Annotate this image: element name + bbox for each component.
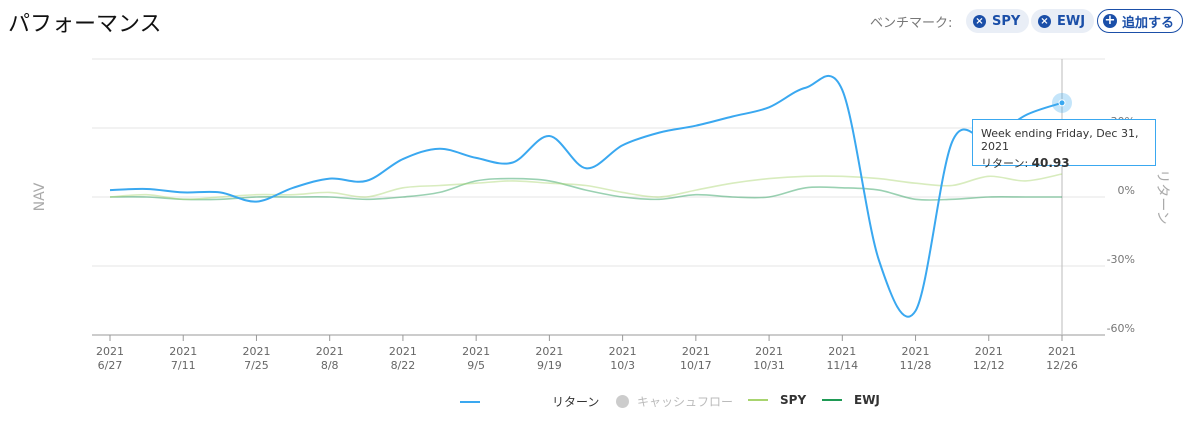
- y-tick-label: -30%: [1107, 253, 1135, 266]
- tooltip-title: Week ending Friday, Dec 31, 2021: [981, 127, 1139, 153]
- x-tick-label: 2021 6/27: [96, 345, 124, 372]
- x-tick-label: 2021 12/26: [1046, 345, 1078, 372]
- line-series: [109, 173, 1063, 201]
- benchmark-label: ベンチマーク:: [870, 16, 953, 31]
- legend-item[interactable]: EWJ: [822, 393, 880, 407]
- x-tick-label: 2021 10/31: [753, 345, 785, 372]
- x-tick-label: 2021 8/8: [315, 345, 344, 372]
- x-tick-label: 2021 11/28: [899, 345, 932, 372]
- page-title: パフォーマンス: [8, 12, 162, 37]
- remove-icon: ×: [1038, 14, 1051, 28]
- x-tick-label: 2021 10/17: [679, 345, 712, 372]
- x-tick-label: 2021 9/5: [462, 345, 491, 372]
- legend-swatch: [460, 400, 480, 403]
- tooltip-value: 40.93: [1031, 156, 1070, 170]
- line-series: [109, 75, 1063, 318]
- x-tick-label: 2021 9/19: [535, 345, 564, 372]
- line-series: [109, 177, 1062, 201]
- benchmark-chip[interactable]: × SPY: [966, 9, 1030, 33]
- legend-label: EWJ: [854, 393, 880, 407]
- y-tick-label: 0%: [1118, 184, 1135, 197]
- benchmark-chip[interactable]: × EWJ: [1031, 9, 1095, 33]
- y-axis-label-left: NAV: [32, 182, 48, 211]
- legend-swatch: [748, 399, 768, 401]
- hover-point: [1058, 99, 1066, 107]
- legend-label: リターン: [552, 395, 600, 409]
- tooltip: Week ending Friday, Dec 31, 2021 リターン: 4…: [972, 119, 1156, 170]
- x-tick-label: 2021 10/3: [608, 345, 637, 372]
- legend-item[interactable]: SPY: [748, 393, 806, 407]
- legend-item[interactable]: リターン: [460, 393, 599, 410]
- x-tick-label: 2021 8/22: [388, 345, 417, 372]
- y-axis-label-right: リターン: [1154, 169, 1170, 224]
- add-icon: +: [1103, 13, 1117, 28]
- add-button[interactable]: + 追加する: [1097, 9, 1184, 33]
- chip-label: EWJ: [1057, 13, 1086, 29]
- remove-icon: ×: [973, 14, 986, 28]
- legend-swatch: [616, 395, 629, 408]
- x-tick-label: 2021 11/14: [826, 345, 859, 372]
- x-tick-label: 2021 12/12: [972, 345, 1005, 372]
- tooltip-label: リターン:: [981, 157, 1029, 170]
- y-tick-label: -60%: [1107, 322, 1135, 335]
- x-tick-label: 2021 7/25: [242, 345, 271, 372]
- legend-label: SPY: [780, 393, 807, 407]
- legend-swatch: [822, 399, 842, 401]
- x-tick-label: 2021 7/11: [169, 345, 198, 372]
- add-label: 追加する: [1122, 15, 1175, 31]
- legend-label: キャッシュフロー: [637, 395, 734, 409]
- legend-item[interactable]: キャッシュフロー: [616, 393, 733, 410]
- chip-label: SPY: [992, 13, 1021, 29]
